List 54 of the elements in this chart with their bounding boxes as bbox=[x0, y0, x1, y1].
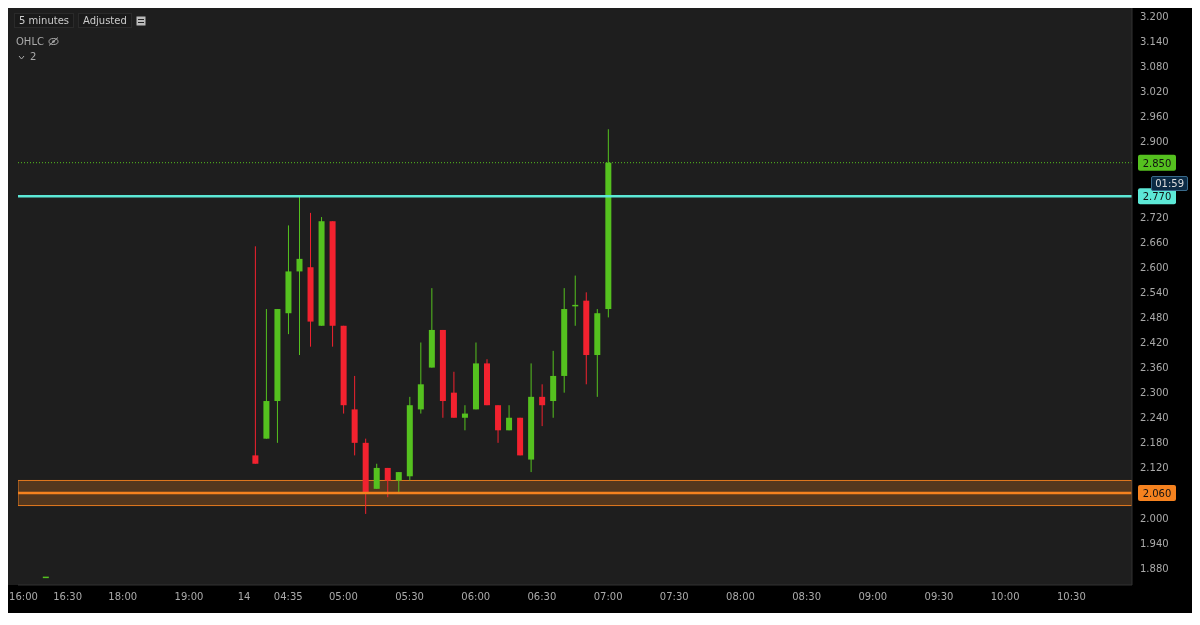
text: 01:59 bbox=[1151, 176, 1188, 191]
ref-line-label: 2.060 bbox=[1142, 488, 1172, 500]
y-tick-label: 1.940 bbox=[1140, 537, 1169, 549]
y-tick-label: 3.020 bbox=[1140, 86, 1169, 98]
y-tick-label: 2.000 bbox=[1140, 512, 1169, 524]
x-tick-label: 16:00 bbox=[9, 591, 38, 603]
candlestick bbox=[539, 383, 546, 427]
y-tick-label: 2.960 bbox=[1140, 111, 1169, 123]
y-tick-label: 2.180 bbox=[1140, 437, 1169, 449]
annotation: 5 minutes bbox=[14, 13, 75, 28]
y-tick-label: 3.140 bbox=[1140, 36, 1169, 47]
x-tick-label: 16:30 bbox=[53, 591, 83, 603]
x-tick-label: 06:30 bbox=[527, 591, 557, 603]
x-tick-label: 09:00 bbox=[858, 591, 888, 603]
y-tick-label: 2.540 bbox=[1140, 286, 1169, 298]
y-tick-label: 3.080 bbox=[1140, 61, 1169, 73]
annotation: Adjusted bbox=[78, 13, 132, 28]
y-tick-label: 2.480 bbox=[1140, 311, 1169, 323]
x-tick-label: 05:00 bbox=[328, 591, 358, 603]
x-tick-label: 09:30 bbox=[924, 591, 954, 603]
y-tick-label: 1.880 bbox=[1140, 562, 1169, 574]
y-tick-label: 2.900 bbox=[1140, 136, 1169, 148]
x-tick-label: 10:30 bbox=[1056, 591, 1086, 603]
y-tick-label: 2.360 bbox=[1140, 362, 1169, 374]
y-tick-label: 2.420 bbox=[1140, 337, 1169, 349]
candlestick bbox=[384, 467, 391, 498]
y-tick-label: 2.720 bbox=[1140, 211, 1169, 223]
annotation: OHLC bbox=[16, 36, 44, 47]
x-tick-label: 06:00 bbox=[461, 591, 491, 603]
y-tick-label: 2.240 bbox=[1140, 412, 1169, 424]
candlestick bbox=[373, 463, 380, 490]
x-tick-label: 07:00 bbox=[593, 591, 623, 603]
x-tick-label: 08:00 bbox=[726, 591, 755, 603]
candlestick bbox=[506, 404, 513, 431]
candlestick bbox=[395, 471, 402, 494]
y-tick-label: 2.120 bbox=[1140, 462, 1169, 474]
x-tick-label: 18:00 bbox=[108, 591, 138, 603]
y-tick-label: 2.300 bbox=[1140, 387, 1169, 399]
x-tick-label: 08:30 bbox=[792, 591, 822, 603]
ref-line-label: 2.770 bbox=[1142, 191, 1172, 203]
candlestick bbox=[296, 195, 303, 356]
y-tick-label: 3.200 bbox=[1140, 10, 1169, 22]
y-tick-label: 2.660 bbox=[1140, 236, 1169, 248]
x-tick-label: 19:00 bbox=[174, 591, 204, 603]
candlestick bbox=[461, 404, 468, 431]
x-tick-label: 05:30 bbox=[395, 591, 424, 603]
x-tick-label: 10:00 bbox=[990, 591, 1020, 603]
ref-line-label: 2.850 bbox=[1142, 157, 1172, 169]
x-tick-label: 04:35 bbox=[273, 591, 303, 603]
candlestick bbox=[252, 245, 259, 465]
y-tick-label: 2.600 bbox=[1140, 261, 1169, 273]
x-tick-label: 14 bbox=[237, 591, 251, 603]
annotation: 2 bbox=[30, 51, 37, 62]
x-tick-label: 07:30 bbox=[659, 591, 689, 603]
